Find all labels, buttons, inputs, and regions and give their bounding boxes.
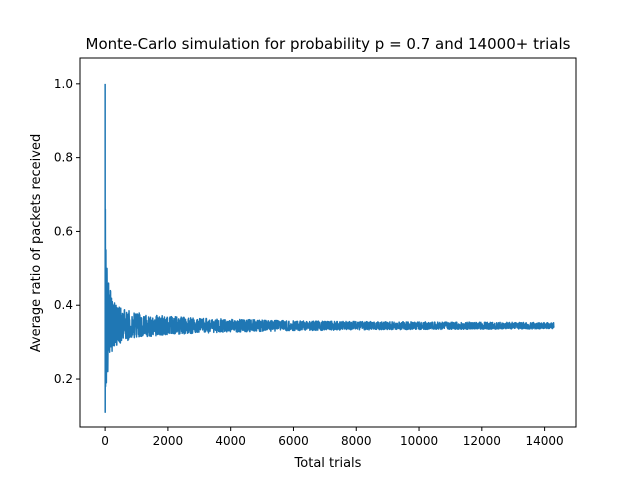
y-tick-label: 0.2 (54, 372, 73, 386)
x-tick-label: 2000 (153, 434, 184, 448)
x-axis-label: Total trials (294, 456, 362, 471)
y-tick-label: 1.0 (54, 77, 73, 91)
y-axis-ticks: 0.2 0.4 0.6 0.8 1.0 (54, 77, 80, 386)
chart-title: Monte-Carlo simulation for probability p… (86, 35, 571, 53)
x-tick-label: 14000 (526, 434, 564, 448)
x-tick-label: 10000 (400, 434, 438, 448)
y-tick-label: 0.4 (54, 298, 73, 312)
x-tick-label: 8000 (341, 434, 372, 448)
y-tick-label: 0.6 (54, 224, 73, 238)
x-tick-label: 0 (101, 434, 109, 448)
y-tick-label: 0.8 (54, 151, 73, 165)
series-layer (104, 83, 555, 413)
y-axis-label: Average ratio of packets received (29, 134, 44, 352)
x-tick-label: 4000 (215, 434, 246, 448)
plot-frame (79, 57, 577, 428)
series-line (104, 83, 555, 413)
x-tick-label: 6000 (278, 434, 309, 448)
x-axis-ticks: 0 2000 4000 6000 8000 10000 12000 14000 (101, 427, 564, 448)
x-tick-label: 12000 (463, 434, 501, 448)
